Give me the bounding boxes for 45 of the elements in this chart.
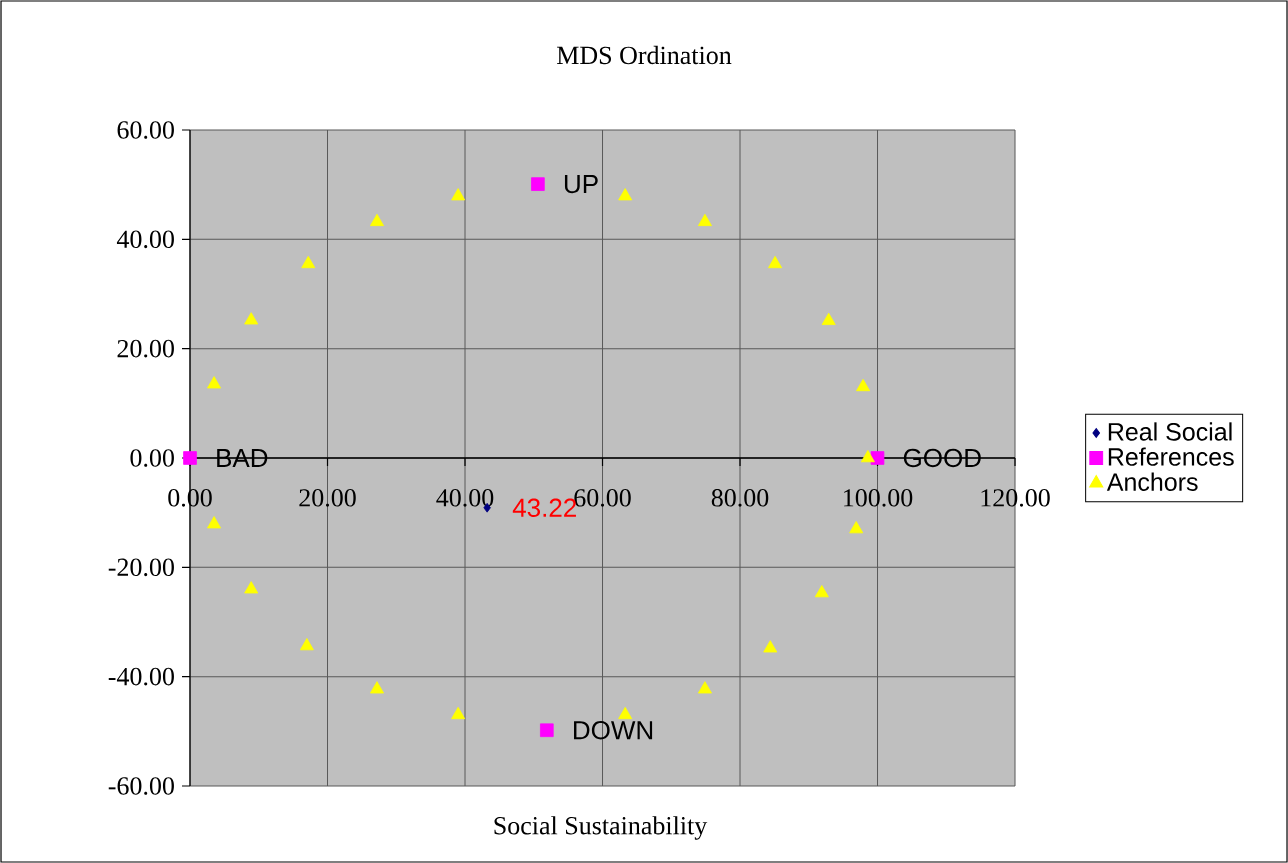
point bbox=[370, 681, 384, 694]
y-tick-label: -20.00 bbox=[108, 558, 174, 577]
point bbox=[540, 723, 554, 738]
y-tick-label: -60.00 bbox=[108, 777, 174, 795]
y-tick-label: 20.00 bbox=[117, 339, 174, 358]
point bbox=[299, 638, 314, 651]
point bbox=[763, 640, 778, 653]
point bbox=[814, 585, 829, 598]
x-tick-label: 120.00 bbox=[981, 489, 1050, 507]
x-axis-title: Social Sustainability bbox=[494, 816, 708, 840]
point bbox=[207, 376, 222, 389]
x-tick-label: 60.00 bbox=[574, 489, 631, 507]
x-tick-label: 80.00 bbox=[711, 489, 769, 507]
point bbox=[183, 451, 197, 465]
point bbox=[768, 255, 783, 269]
point bbox=[856, 378, 871, 392]
point bbox=[697, 213, 712, 227]
point bbox=[244, 581, 259, 594]
point bbox=[451, 706, 466, 720]
point bbox=[697, 681, 712, 694]
x-tick-label: 20.00 bbox=[299, 489, 356, 507]
point bbox=[301, 255, 316, 269]
annotation: 43.22 bbox=[512, 498, 576, 517]
y-tick-label: 40.00 bbox=[116, 230, 174, 249]
x-tick-label: 40.00 bbox=[436, 489, 494, 507]
y-tick-label: 0.00 bbox=[130, 449, 174, 467]
point bbox=[451, 188, 466, 201]
legend-label: Real Social bbox=[1108, 422, 1232, 441]
point bbox=[370, 213, 384, 227]
annotation: DOWN bbox=[574, 721, 653, 740]
point bbox=[618, 706, 633, 720]
point bbox=[531, 177, 545, 191]
y-tick-label: -40.00 bbox=[108, 667, 174, 686]
chart-title: MDS Ordination bbox=[557, 45, 732, 65]
y-tick-label: 60.00 bbox=[117, 121, 174, 139]
legend-label: References bbox=[1108, 447, 1234, 466]
point bbox=[244, 312, 259, 325]
point bbox=[821, 312, 836, 325]
point bbox=[849, 521, 864, 534]
x-tick-label: 100.00 bbox=[844, 489, 913, 507]
point bbox=[618, 188, 633, 201]
point bbox=[860, 450, 875, 463]
annotation: UP bbox=[564, 175, 598, 194]
legend-label: Anchors bbox=[1106, 472, 1198, 491]
point bbox=[207, 516, 222, 529]
